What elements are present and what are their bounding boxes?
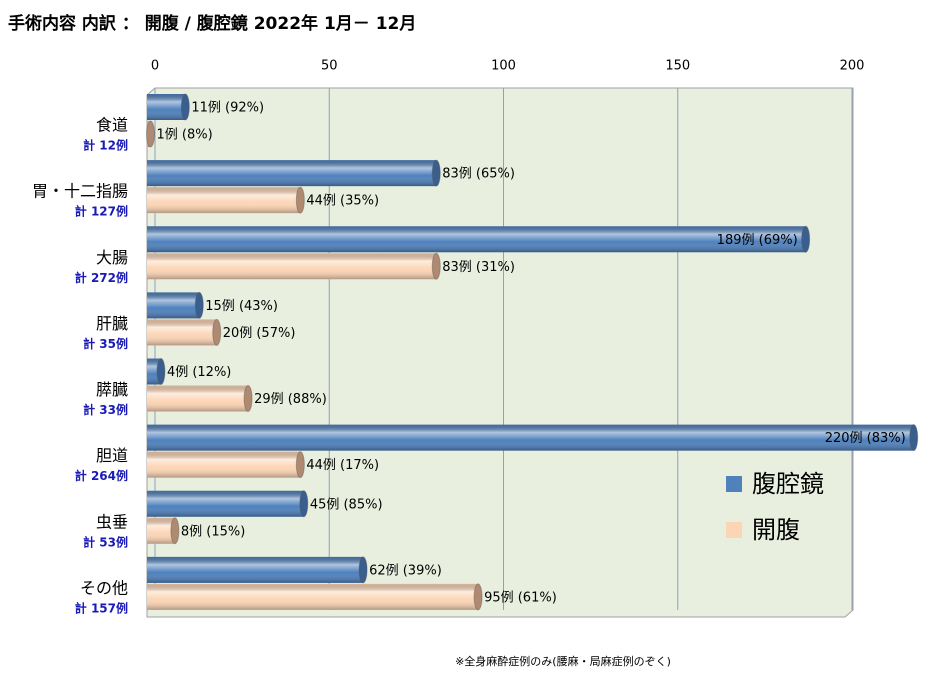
data-label: 45例 (85%): [310, 497, 383, 512]
x-tick-label: 100: [491, 59, 516, 74]
bar-cap: [295, 186, 305, 214]
bar-shine: [147, 424, 914, 451]
category-note: 計 12例: [83, 138, 128, 153]
bar-shine: [147, 319, 217, 346]
bar-shine: [147, 187, 301, 214]
legend-label: 開腹: [752, 516, 800, 544]
category-note: 計 53例: [83, 534, 128, 549]
y-tick-label: 虫垂: [96, 512, 128, 531]
x-tick-label: 200: [840, 59, 865, 74]
category-note: 計 264例: [75, 468, 128, 483]
y-tick-label: 胆道: [96, 446, 128, 465]
data-label: 189例 (69%): [717, 233, 798, 248]
bar-shine: [147, 94, 186, 120]
x-tick-label: 50: [321, 59, 338, 74]
bar-cap: [801, 225, 811, 253]
data-label: 44例 (35%): [306, 194, 379, 209]
data-label: 15例 (43%): [205, 299, 278, 314]
bar-cap: [156, 358, 166, 385]
bar-shine: [147, 226, 806, 253]
data-label: 83例 (31%): [442, 260, 515, 275]
category-note: 計 157例: [75, 600, 128, 615]
data-label: 20例 (57%): [223, 326, 296, 341]
category-note: 計 127例: [75, 204, 128, 219]
bar-cap: [170, 517, 180, 545]
bar-cap: [243, 385, 253, 412]
y-tick-label: その他: [80, 578, 128, 597]
bar-cap: [909, 424, 919, 452]
y-tick-label: 膵臓: [96, 380, 128, 399]
data-label: 11例 (92%): [191, 101, 264, 116]
data-label: 8例 (15%): [181, 524, 245, 539]
data-label: 83例 (65%): [442, 167, 515, 182]
bar-cap: [145, 120, 155, 148]
data-label: 220例 (83%): [825, 431, 906, 446]
bar-cap: [180, 93, 190, 121]
legend-swatch: [726, 476, 742, 492]
bar-shine: [147, 517, 175, 544]
bar-cap: [358, 556, 368, 584]
category-note: 計 33例: [83, 402, 128, 417]
bar-shine: [147, 583, 479, 610]
data-label: 95例 (61%): [484, 590, 557, 605]
bar-shine: [147, 451, 301, 478]
category-note: 計 272例: [75, 270, 128, 285]
data-label: 1例 (8%): [156, 128, 212, 143]
data-label: 62例 (39%): [369, 563, 442, 578]
chart-title: 手術内容 内訳 ： 開腹 / 腹腔鏡 2022年 1月－ 12月: [8, 13, 416, 34]
x-tick-label: 150: [665, 59, 690, 74]
bar-cap: [431, 252, 441, 280]
bar-shine: [147, 358, 161, 385]
bar-shine: [147, 253, 437, 280]
bar-shine: [147, 385, 249, 412]
legend-label: 腹腔鏡: [752, 470, 824, 498]
bar-cap: [473, 583, 483, 611]
data-label: 29例 (88%): [254, 392, 327, 407]
bar-shine: [147, 292, 200, 319]
bar-cap: [194, 291, 204, 319]
bar-shine: [147, 556, 364, 583]
legend-swatch: [726, 522, 742, 538]
y-tick-label: 胃・十二指腸: [32, 182, 128, 201]
data-label: 44例 (17%): [306, 458, 379, 473]
x-tick-label: 0: [151, 59, 159, 74]
bar-cap: [212, 318, 222, 346]
y-tick-label: 食道: [96, 116, 128, 135]
bar-cap: [295, 451, 305, 479]
data-label: 4例 (12%): [167, 365, 231, 380]
footnote: ※全身麻酔症例のみ(腰麻・局麻症例のぞく): [455, 654, 671, 668]
bar-cap: [299, 490, 309, 518]
y-tick-label: 大腸: [96, 248, 128, 267]
bar-shine: [147, 160, 437, 187]
y-tick-label: 肝臓: [96, 314, 128, 333]
bar-cap: [431, 159, 441, 187]
category-note: 計 35例: [83, 336, 128, 351]
bar-shine: [147, 490, 304, 517]
